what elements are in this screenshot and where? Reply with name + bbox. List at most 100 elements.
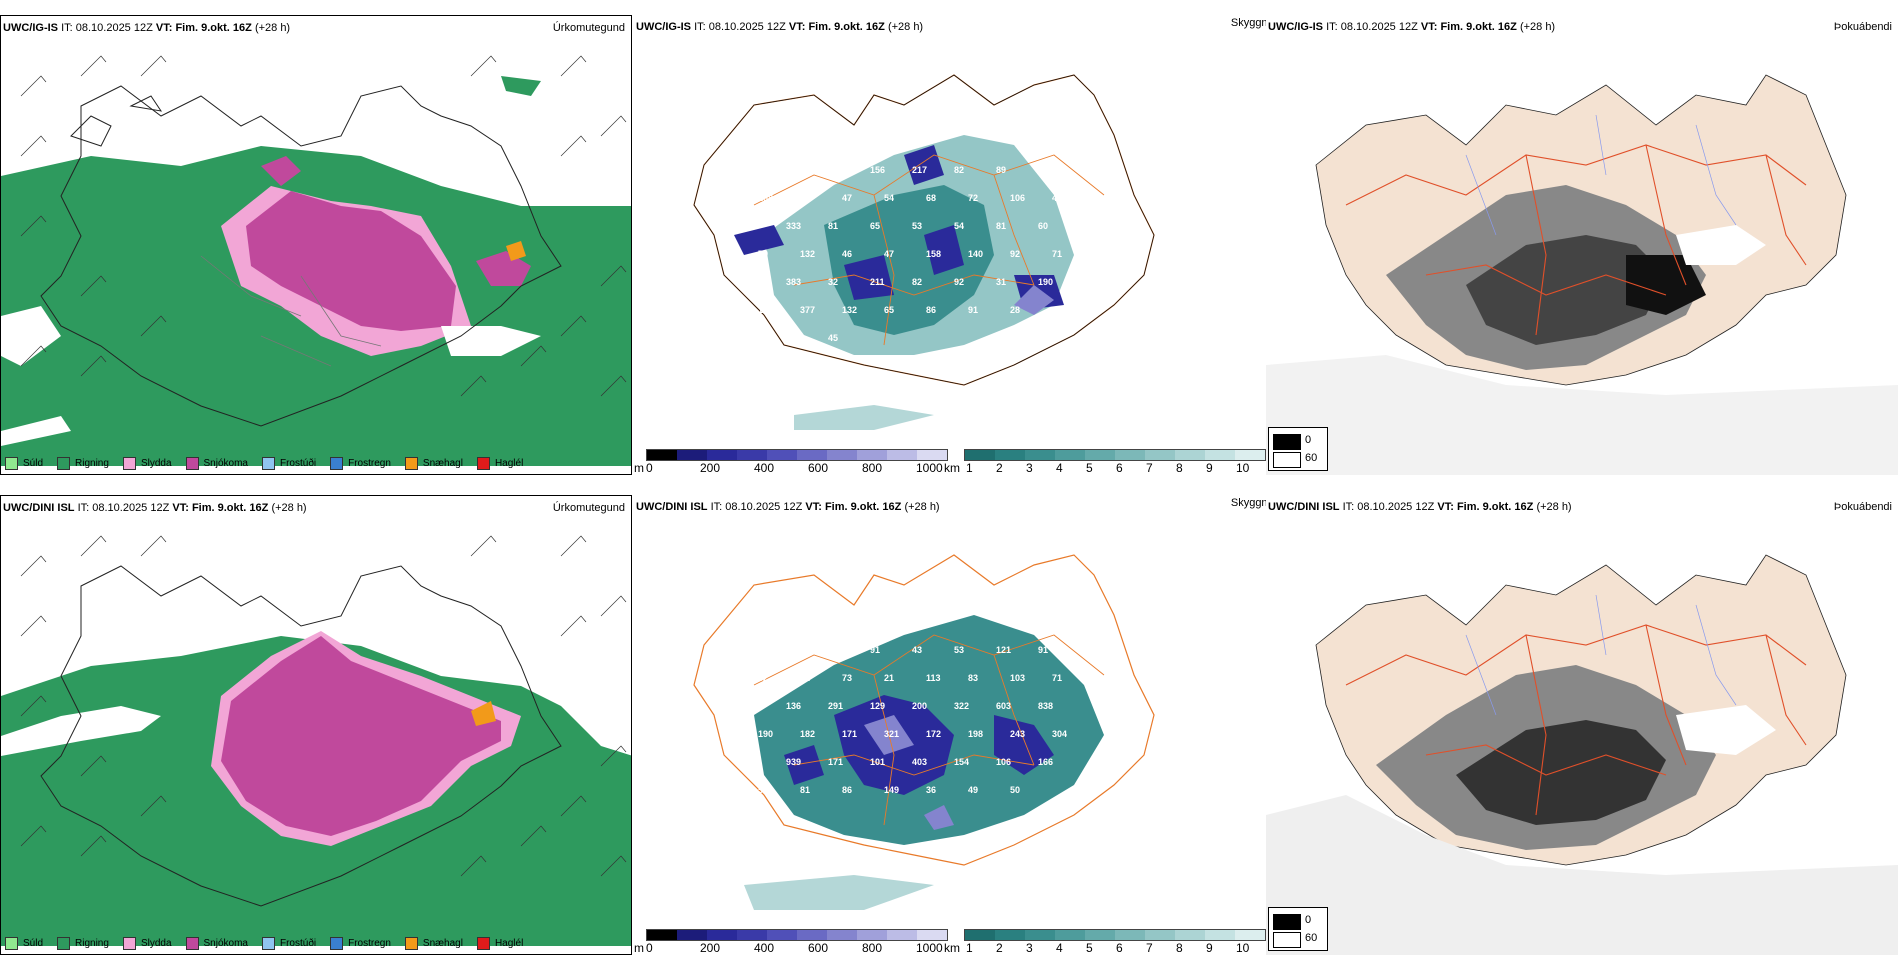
- legend-label: Snjókoma: [203, 938, 248, 949]
- visibility-value-label: 478: [1052, 193, 1068, 203]
- fog-legend: 0 60: [1268, 907, 1328, 951]
- colorbar-cell: [767, 450, 797, 460]
- colorbar-tick: 6: [1116, 941, 1123, 955]
- visibility-value-label: 65: [884, 305, 895, 315]
- legend-swatch: [57, 457, 71, 470]
- visibility-value-label: 42: [1052, 305, 1063, 315]
- colorbar-tick: 0: [646, 941, 653, 955]
- visibility-value-label: 200: [744, 277, 760, 287]
- colorbar-tick: 1: [966, 461, 973, 475]
- colorbar-cell: [1175, 450, 1205, 460]
- colorbar-tick: 0: [646, 461, 653, 475]
- visibility-value-label: 298: [744, 757, 760, 767]
- visibility-value-label: 32: [828, 277, 839, 287]
- colorbar-cell: [1055, 450, 1085, 460]
- visibility-value-label: 200: [912, 701, 928, 711]
- colorbar-cell: [887, 930, 917, 940]
- visibility-value-label: 101: [870, 757, 886, 767]
- visibility-value-label: 603: [996, 701, 1012, 711]
- legend-item: Súld: [5, 457, 43, 470]
- legend-label: Rigning: [75, 458, 109, 469]
- colorbar-cell: [857, 930, 887, 940]
- visibility-value-label: 156: [870, 165, 886, 175]
- colorbar-tick: 5: [1086, 461, 1093, 475]
- visibility-value-label: 243: [1010, 729, 1026, 739]
- legend-swatch: [476, 457, 490, 470]
- legend-swatch: [5, 937, 18, 950]
- legend-label: Haglél: [494, 458, 524, 469]
- legend-item: Frostúði: [261, 937, 317, 950]
- colorbar-tick: 8: [1176, 461, 1183, 475]
- legend-item: Haglél: [476, 457, 524, 470]
- legend-swatch: [57, 937, 71, 950]
- colorbar-cell: [887, 450, 917, 460]
- legend-label: Frostregn: [348, 458, 391, 469]
- visibility-value-label: 154: [828, 165, 844, 175]
- precip-map: [1, 535, 631, 946]
- visibility-value-label: 196: [758, 305, 774, 315]
- legend-label: Frostúði: [279, 458, 317, 469]
- colorbar-tick: 10: [1236, 941, 1250, 955]
- visibility-value-label: 47: [884, 249, 895, 259]
- colorbar-cell: [1115, 450, 1145, 460]
- colorbar-cell: [677, 930, 707, 940]
- colorbar-cell: [1205, 450, 1235, 460]
- colorbar-cell: [917, 930, 947, 940]
- colorbar-cell: [827, 930, 857, 940]
- visibility-value-label: 53: [954, 645, 965, 655]
- visibility-value-label: 140: [968, 249, 984, 259]
- colorbar-tick: 4: [1056, 941, 1063, 955]
- colorbar-cell: [917, 450, 947, 460]
- visibility-value-label: 82: [912, 277, 923, 287]
- legend-item: Rigning: [57, 457, 109, 470]
- colorbar-cell: [995, 930, 1025, 940]
- colorbar-cell: [857, 450, 887, 460]
- colorbar-cell: [1025, 930, 1055, 940]
- visibility-value-label: 377: [800, 305, 816, 315]
- visibility-value-label: 46: [842, 249, 853, 259]
- fog-legend: 0 60: [1268, 427, 1328, 471]
- colorbar-tick: 800: [862, 461, 883, 475]
- legend-item: Haglél: [476, 937, 524, 950]
- visibility-value-label: 45: [828, 333, 839, 343]
- colorbar-cell: [737, 930, 767, 940]
- colorbar-tick: 400: [754, 941, 775, 955]
- visibility-value-label: 136: [786, 701, 802, 711]
- visibility-value-label: 91: [870, 645, 881, 655]
- colorbar-tick: 1000: [916, 941, 943, 955]
- visibility-value-label: 73: [842, 673, 853, 683]
- legend-swatch: [261, 937, 275, 950]
- legend-item: Frostregn: [330, 457, 391, 470]
- visibility-value-label: 304: [1052, 729, 1068, 739]
- visibility-value-label: 82: [954, 165, 965, 175]
- precip-type-panel-bottom: UWC/DINI ISL IT: 08.10.2025 12Z VT: Fim.…: [0, 495, 632, 955]
- colorbar-cell: [827, 450, 857, 460]
- colorbar-cell: [965, 450, 995, 460]
- visibility-value-label: 81: [996, 221, 1007, 231]
- visibility-value-label: 72: [968, 193, 979, 203]
- visibility-value-label: 113: [926, 673, 941, 683]
- visibility-value-label: 81: [800, 785, 811, 795]
- visibility-value-label: 90: [744, 221, 755, 231]
- fog-map: [1266, 74, 1898, 475]
- visibility-value-label: 190: [1038, 277, 1054, 287]
- colorbar-cell: [707, 450, 737, 460]
- visibility-value-label: 92: [800, 673, 811, 683]
- visibility-value-label: 153: [744, 701, 760, 711]
- legend-label: Frostúði: [279, 938, 317, 949]
- colorbar-cell: [647, 450, 677, 460]
- legend-item: Frostúði: [261, 457, 317, 470]
- colorbar-cell: [677, 450, 707, 460]
- visibility-value-label: 92: [1010, 249, 1021, 259]
- visibility-value-label: 217: [912, 165, 928, 175]
- legend-label: Rigning: [75, 938, 109, 949]
- legend-label: Haglél: [494, 938, 524, 949]
- colorbar-tick: 4: [1056, 461, 1063, 475]
- legend-swatch: [185, 937, 199, 950]
- legend-label: Snjókoma: [203, 458, 248, 469]
- panel-title: UWC/DINI ISL IT: 08.10.2025 12Z VT: Fim.…: [636, 501, 940, 513]
- colorbar-tick: 600: [808, 461, 829, 475]
- colorbar-cell: [1025, 450, 1055, 460]
- visibility-value-label: 171: [842, 729, 858, 739]
- visibility-value-label: 321: [884, 729, 900, 739]
